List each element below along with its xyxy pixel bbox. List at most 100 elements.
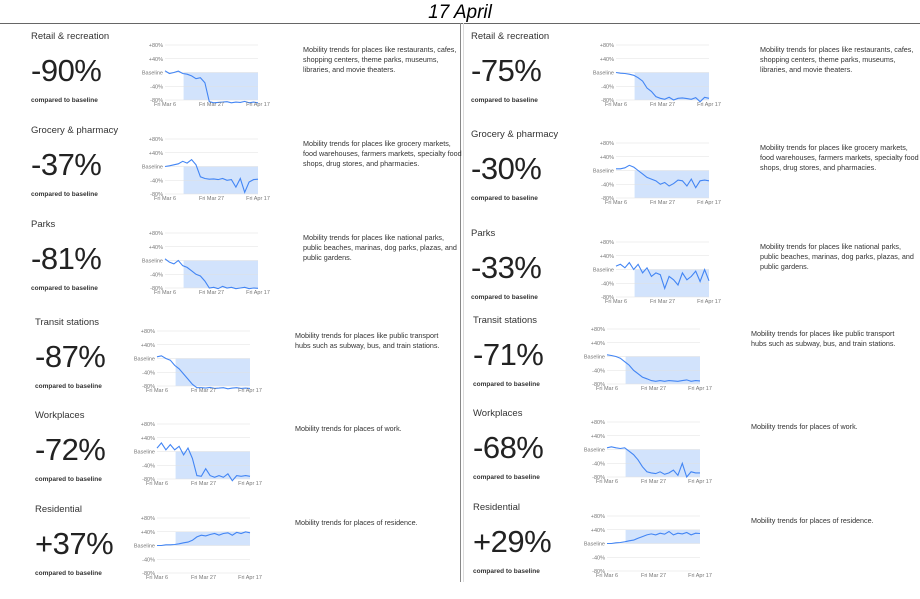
compared-label: compared to baseline <box>35 476 102 483</box>
category-description: Mobility trends for places of residence. <box>751 516 874 525</box>
y-tick-label: +40% <box>591 341 605 347</box>
y-tick-label: +40% <box>591 528 605 534</box>
trend-line <box>606 354 701 382</box>
y-tick-label: +80% <box>591 420 605 426</box>
y-tick-label: +40% <box>600 155 614 161</box>
y-tick-label: +80% <box>149 137 163 143</box>
y-tick-label: Baseline <box>142 71 163 77</box>
y-tick-label: +80% <box>141 329 155 335</box>
y-tick-label: -40% <box>592 461 605 467</box>
y-tick-label: +40% <box>600 254 614 260</box>
change-value: -81% <box>31 241 102 276</box>
category-description: Mobility trends for places of work. <box>295 424 402 433</box>
x-tick-label: Fri Apr 17 <box>697 200 721 206</box>
mobility-panel: Residential +37% compared to baseline Mo… <box>35 504 490 599</box>
change-value: +29% <box>473 524 552 559</box>
category-title: Residential <box>473 502 520 513</box>
x-tick-label: Fri Mar 6 <box>596 386 618 392</box>
y-tick-label: -80% <box>601 98 614 104</box>
y-tick-label: +40% <box>141 343 155 349</box>
x-tick-label: Fri Mar 6 <box>605 200 627 206</box>
x-tick-label: Fri Mar 27 <box>641 386 666 392</box>
mobility-panel: Retail & recreation -90% compared to bas… <box>31 31 486 126</box>
x-tick-label: Fri Apr 17 <box>238 575 262 581</box>
y-tick-label: +80% <box>600 141 614 147</box>
y-tick-label: +40% <box>149 57 163 63</box>
change-value: -87% <box>35 339 106 374</box>
category-description: Mobility trends for places of work. <box>751 422 858 431</box>
mobility-panel: Retail & recreation -75% compared to bas… <box>471 31 920 126</box>
mobility-line-chart: +80% +40% Baseline -40% -80%Fri Mar 6 Fri Mar… <box>584 514 712 579</box>
change-value: -71% <box>473 337 544 372</box>
x-tick-label: Fri Apr 17 <box>688 573 712 579</box>
x-tick-label: Fri Mar 27 <box>199 196 224 202</box>
y-tick-label: Baseline <box>593 268 614 274</box>
y-tick-label: -80% <box>150 98 163 104</box>
y-tick-label: -80% <box>150 192 163 198</box>
category-title: Workplaces <box>35 410 85 421</box>
y-tick-label: -40% <box>150 178 163 184</box>
compared-label: compared to baseline <box>31 285 98 292</box>
category-title: Retail & recreation <box>31 31 110 42</box>
x-tick-label: Fri Mar 27 <box>191 575 216 581</box>
y-tick-label: -40% <box>592 555 605 561</box>
change-value: -30% <box>471 151 542 186</box>
mobility-line-chart: +80% +40% Baseline -40% -80%Fri Mar 6 Fri Mar… <box>142 137 270 202</box>
mobility-line-chart: +80% +40% Baseline -40% -80%Fri Mar 6 Fri Mar… <box>134 422 262 487</box>
trend-line <box>156 355 251 390</box>
y-tick-label: Baseline <box>593 169 614 175</box>
mobility-panel: Transit stations -71% compared to baseli… <box>473 315 920 410</box>
y-tick-label: +40% <box>149 151 163 157</box>
y-tick-label: +40% <box>141 436 155 442</box>
change-value: -72% <box>35 432 106 467</box>
mobility-panel: Parks -33% compared to baseline Mobility… <box>471 228 920 323</box>
y-tick-label: -80% <box>142 384 155 390</box>
category-description: Mobility trends for places of residence. <box>295 518 418 527</box>
compared-label: compared to baseline <box>473 474 540 481</box>
compared-label: compared to baseline <box>473 381 540 388</box>
x-tick-label: Fri Apr 17 <box>697 299 721 305</box>
x-tick-label: Fri Apr 17 <box>688 479 712 485</box>
x-tick-label: Fri Mar 27 <box>641 479 666 485</box>
mobility-panel: Transit stations -87% compared to baseli… <box>35 317 490 412</box>
trend-line <box>607 530 701 545</box>
x-tick-label: Fri Mar 6 <box>605 299 627 305</box>
x-tick-label: Fri Mar 27 <box>191 481 216 487</box>
category-description: Mobility trends for places like grocery … <box>760 143 919 172</box>
y-tick-label: -80% <box>601 295 614 301</box>
y-tick-label: Baseline <box>593 71 614 77</box>
y-tick-label: Baseline <box>584 448 605 454</box>
category-description: Mobility trends for places like public t… <box>295 331 440 350</box>
compared-label: compared to baseline <box>473 568 540 575</box>
compared-label: compared to baseline <box>471 97 538 104</box>
y-tick-label: +80% <box>591 514 605 520</box>
x-tick-label: Fri Mar 27 <box>650 299 675 305</box>
y-tick-label: -80% <box>142 571 155 577</box>
category-description: Mobility trends for places like national… <box>303 233 457 262</box>
mobility-panel: Workplaces -72% compared to baseline Mob… <box>35 410 490 505</box>
mobility-line-chart: +80% +40% Baseline -40% -80%Fri Mar 6 Fri Mar… <box>134 329 262 394</box>
mobility-line-chart: +80% +40% Baseline -40% -80%Fri Mar 6 Fri Mar… <box>584 420 712 485</box>
y-tick-label: +40% <box>591 434 605 440</box>
change-value: +37% <box>35 526 114 561</box>
y-tick-label: -80% <box>592 569 605 575</box>
y-tick-label: -80% <box>592 382 605 388</box>
mobility-line-chart: +80% +40% Baseline -40% -80%Fri Mar 6 Fri Mar… <box>142 231 270 296</box>
category-description: Mobility trends for places like public t… <box>751 329 896 348</box>
category-title: Grocery & pharmacy <box>471 129 559 140</box>
compared-label: compared to baseline <box>31 97 98 104</box>
change-value: -75% <box>471 53 542 88</box>
category-description: Mobility trends for places like national… <box>760 242 914 271</box>
y-tick-label: Baseline <box>584 355 605 361</box>
y-tick-label: -40% <box>601 182 614 188</box>
x-tick-label: Fri Apr 17 <box>688 386 712 392</box>
compared-label: compared to baseline <box>471 294 538 301</box>
y-tick-label: -40% <box>142 463 155 469</box>
x-tick-label: Fri Mar 6 <box>596 573 618 579</box>
y-tick-label: -40% <box>150 84 163 90</box>
trend-line <box>615 261 710 291</box>
page-header: 17 April <box>428 2 492 23</box>
y-tick-label: +80% <box>141 422 155 428</box>
mobility-panel: Grocery & pharmacy -37% compared to base… <box>31 125 486 220</box>
y-tick-label: -80% <box>142 477 155 483</box>
